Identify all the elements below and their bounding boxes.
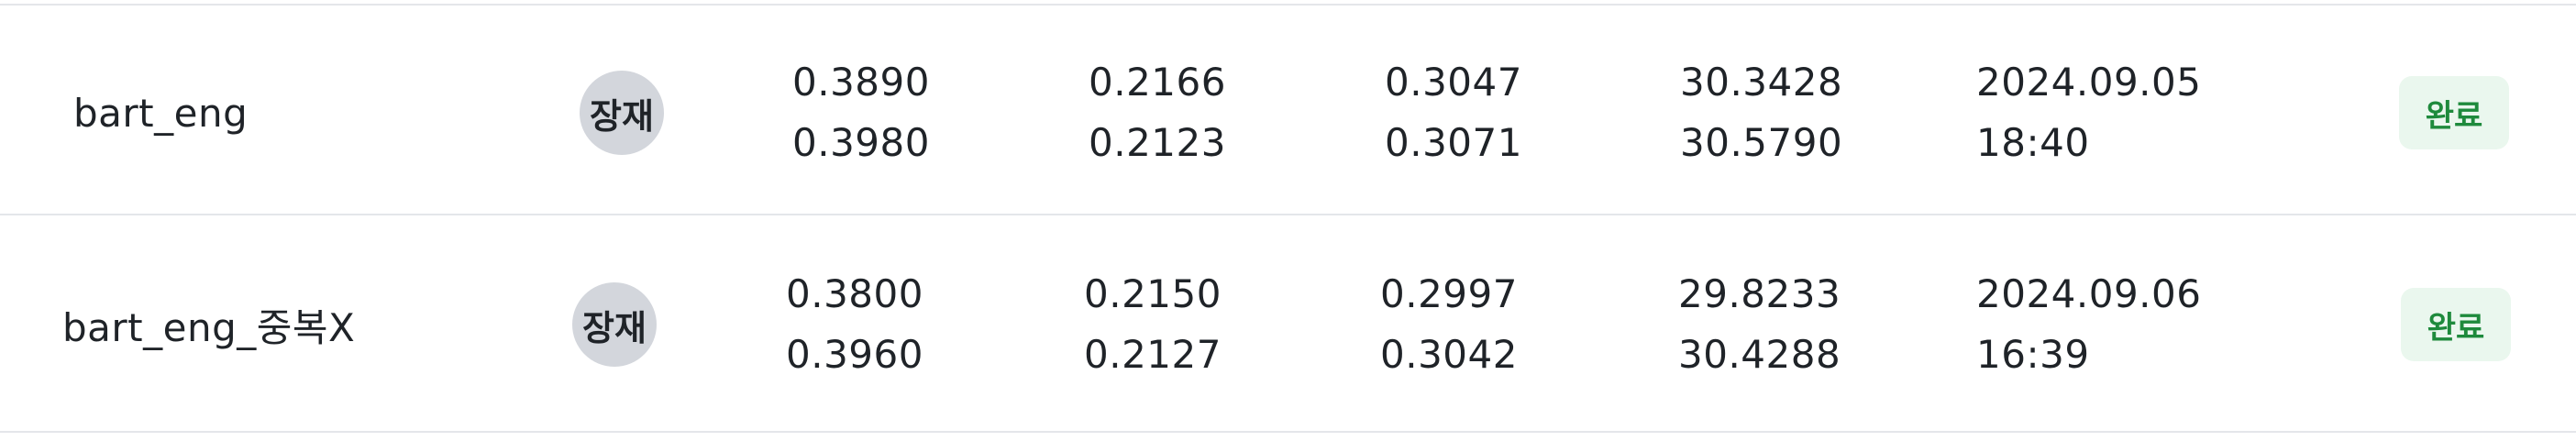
metric-2-value-b: 0.2127 xyxy=(1084,332,1222,377)
metric-4-value-b: 30.5790 xyxy=(1680,120,1843,165)
metric-3-cell: 0.3047 0.3071 xyxy=(1385,7,1522,218)
metric-1-cell: 0.3890 0.3980 xyxy=(792,7,930,218)
metric-1-cell: 0.3800 0.3960 xyxy=(786,219,923,430)
experiment-name: bart_eng xyxy=(73,90,249,136)
metric-4-value-b: 30.4288 xyxy=(1678,332,1841,377)
table-row[interactable]: bart_eng 장재 0.3890 0.3980 0.2166 0.2123 … xyxy=(0,7,2576,218)
experiment-name-cell: bart_eng xyxy=(73,7,248,218)
created-cell: 2024.09.06 16:39 xyxy=(1976,219,2201,430)
metric-3-value-b: 0.3042 xyxy=(1380,332,1518,377)
metric-3-cell: 0.2997 0.3042 xyxy=(1380,219,1518,430)
metric-4-cell: 29.8233 30.4288 xyxy=(1678,219,1841,430)
owner-cell: 장재 xyxy=(580,7,664,218)
metric-1-value-a: 0.3890 xyxy=(792,60,930,105)
created-time: 16:39 xyxy=(1976,332,2090,377)
row-divider xyxy=(0,431,2576,433)
metric-1-value-a: 0.3800 xyxy=(786,271,923,316)
avatar: 장재 xyxy=(572,282,657,367)
metric-3-value-b: 0.3071 xyxy=(1385,120,1522,165)
status-badge: 완료 xyxy=(2401,288,2511,361)
metric-2-value-a: 0.2150 xyxy=(1084,271,1222,316)
metric-1-value-b: 0.3980 xyxy=(792,120,930,165)
table-row[interactable]: bart_eng_중복X 장재 0.3800 0.3960 0.2150 0.2… xyxy=(0,219,2576,430)
status-badge: 완료 xyxy=(2399,76,2509,149)
metric-4-value-a: 29.8233 xyxy=(1678,271,1841,316)
metric-4-cell: 30.3428 30.5790 xyxy=(1680,7,1842,218)
metric-2-value-a: 0.2166 xyxy=(1089,60,1226,105)
created-time: 18:40 xyxy=(1976,120,2090,165)
metric-4-value-a: 30.3428 xyxy=(1680,60,1843,105)
created-date: 2024.09.06 xyxy=(1976,271,2202,316)
metric-2-value-b: 0.2123 xyxy=(1089,120,1226,165)
owner-cell: 장재 xyxy=(572,219,657,430)
experiment-name-cell: bart_eng_중복X xyxy=(62,219,355,430)
metric-3-value-a: 0.2997 xyxy=(1380,271,1518,316)
created-cell: 2024.09.05 18:40 xyxy=(1976,7,2201,218)
status-cell: 완료 xyxy=(2401,219,2511,430)
metric-2-cell: 0.2150 0.2127 xyxy=(1084,219,1222,430)
status-cell: 완료 xyxy=(2399,7,2509,218)
avatar: 장재 xyxy=(580,71,664,155)
metric-3-value-a: 0.3047 xyxy=(1385,60,1522,105)
row-divider xyxy=(0,4,2576,6)
metric-1-value-b: 0.3960 xyxy=(786,332,923,377)
experiment-name: bart_eng_중복X xyxy=(62,304,356,350)
created-date: 2024.09.05 xyxy=(1976,60,2202,105)
row-divider xyxy=(0,214,2576,215)
metric-2-cell: 0.2166 0.2123 xyxy=(1089,7,1226,218)
